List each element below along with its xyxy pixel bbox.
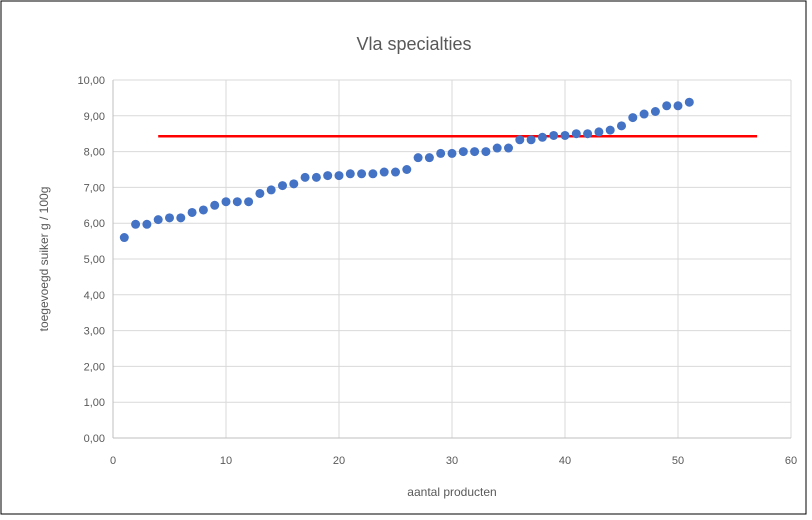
- y-tick-label: 1,00: [84, 397, 105, 409]
- y-tick-label: 9,00: [84, 111, 105, 123]
- data-point: [187, 207, 197, 217]
- data-point: [617, 121, 626, 131]
- x-tick-label: 60: [785, 455, 797, 467]
- x-tick-labels: 0 10 20 30 40 50 60: [110, 455, 797, 467]
- data-point: [278, 181, 287, 191]
- x-tick-label: 30: [446, 455, 458, 467]
- data-point: [210, 200, 220, 210]
- y-tick-label: 7,00: [84, 182, 105, 194]
- y-axis-label: toegevoegd suiker g / 100g: [37, 187, 51, 332]
- y-tick-label: 4,00: [84, 290, 105, 302]
- data-point: [221, 197, 231, 207]
- gridlines: [113, 79, 792, 438]
- y-tick-label: 2,00: [84, 361, 105, 373]
- y-tick-labels: 0,00 1,00 2,00 3,00 4,00 5,00 6,00 7,00 8,00 9,00…: [77, 75, 105, 445]
- x-tick-label: 50: [672, 455, 684, 467]
- data-point: [470, 147, 480, 157]
- axes: [112, 80, 791, 439]
- data-point: [413, 153, 423, 163]
- data-point: [605, 125, 615, 135]
- x-tick-label: 0: [110, 455, 116, 467]
- data-point: [323, 171, 333, 181]
- chart-title: Vla specialties: [356, 34, 471, 54]
- y-tick-label: 3,00: [84, 326, 105, 338]
- data-point: [560, 130, 570, 140]
- data-point: [650, 107, 660, 117]
- data-point: [481, 147, 491, 157]
- data-point: [255, 188, 265, 198]
- data-points: [119, 97, 694, 243]
- data-point: [594, 127, 604, 137]
- data-point: [198, 205, 208, 215]
- data-point: [424, 153, 434, 163]
- data-point: [142, 219, 152, 229]
- y-tick-label: 8,00: [84, 147, 105, 159]
- data-point: [165, 213, 174, 223]
- data-point: [639, 109, 649, 119]
- data-point: [391, 167, 400, 177]
- data-point: [673, 101, 683, 111]
- data-point: [379, 167, 389, 177]
- data-point: [232, 197, 242, 207]
- data-point: [458, 147, 468, 157]
- data-point: [492, 143, 502, 153]
- data-point: [504, 143, 513, 153]
- data-point: [537, 132, 547, 142]
- data-point: [436, 148, 446, 158]
- x-axis-label: aantal producten: [407, 485, 496, 499]
- data-point: [153, 215, 163, 225]
- data-point: [549, 130, 559, 140]
- data-point: [119, 233, 129, 243]
- data-point: [334, 171, 344, 181]
- x-tick-label: 40: [559, 455, 571, 467]
- data-point: [345, 169, 355, 179]
- data-point: [447, 148, 457, 158]
- y-tick-label: 10,00: [77, 75, 105, 87]
- data-point: [311, 172, 321, 182]
- data-point: [583, 129, 593, 139]
- y-tick-label: 0,00: [84, 433, 105, 445]
- data-point: [176, 213, 186, 223]
- y-tick-label: 5,00: [84, 254, 105, 266]
- data-point: [289, 179, 299, 189]
- data-point: [515, 135, 525, 145]
- data-point: [357, 169, 367, 179]
- y-tick-label: 6,00: [84, 218, 105, 230]
- data-point: [662, 101, 672, 111]
- data-point: [300, 172, 310, 182]
- data-point: [402, 165, 412, 174]
- data-point: [368, 169, 378, 179]
- data-point: [244, 197, 254, 207]
- data-point: [526, 135, 536, 145]
- data-point: [628, 113, 638, 123]
- x-tick-label: 10: [220, 455, 232, 467]
- data-point: [266, 185, 276, 195]
- x-tick-label: 20: [333, 455, 345, 467]
- data-point: [684, 97, 694, 107]
- data-point: [131, 219, 141, 229]
- data-point: [571, 129, 581, 139]
